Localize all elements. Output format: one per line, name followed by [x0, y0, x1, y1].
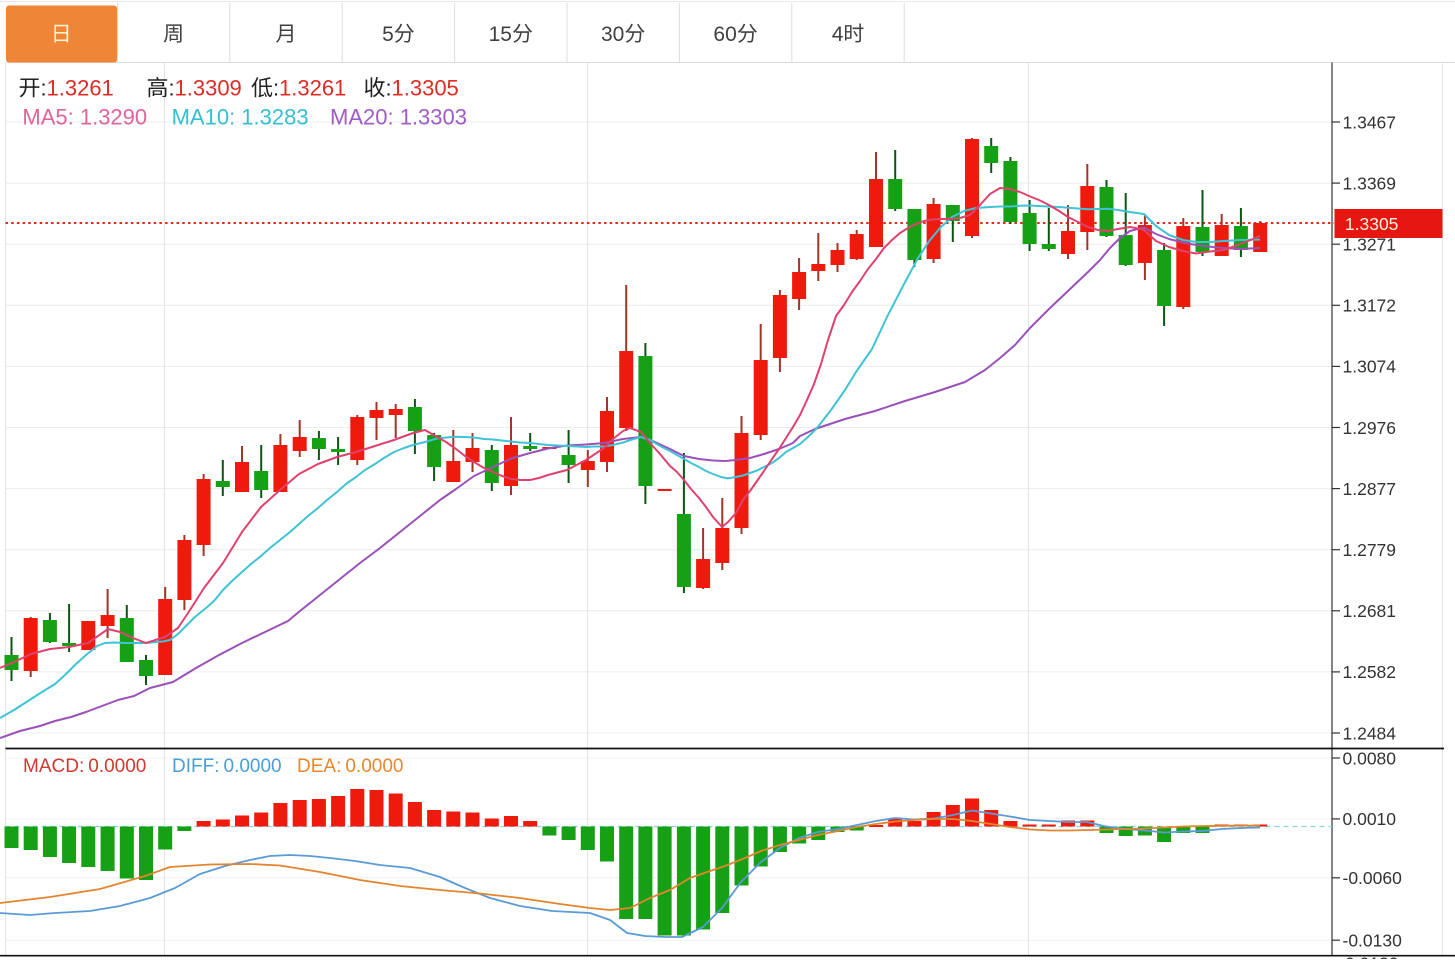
svg-text:MA10: 1.3283: MA10: 1.3283 [172, 105, 309, 130]
svg-text:1.2877: 1.2877 [1343, 479, 1397, 499]
svg-text::: : [41, 76, 47, 101]
svg-text:1.3261: 1.3261 [47, 76, 114, 101]
svg-text:0.0010: 0.0010 [1343, 809, 1397, 829]
svg-text:1.3467: 1.3467 [1343, 112, 1397, 132]
svg-text:15: 15 [489, 23, 512, 46]
svg-text:4: 4 [832, 23, 844, 46]
svg-text:1.3074: 1.3074 [1343, 357, 1397, 377]
svg-text::: : [273, 76, 279, 101]
svg-text:1.2582: 1.2582 [1343, 662, 1397, 682]
svg-text:1.3261: 1.3261 [279, 76, 346, 101]
svg-text:1.3305: 1.3305 [1345, 214, 1399, 234]
svg-text:1.3172: 1.3172 [1343, 296, 1397, 316]
svg-text:DEA:0.0000: DEA: 0.0000 [297, 756, 403, 777]
svg-text:1.2484: 1.2484 [1343, 723, 1397, 743]
svg-text:0.0080: 0.0080 [1343, 748, 1397, 768]
svg-text:MA20: 1.3303: MA20: 1.3303 [330, 105, 467, 130]
svg-text:DIFF:0.0000: DIFF: 0.0000 [172, 756, 282, 777]
svg-text:60: 60 [713, 23, 736, 46]
svg-text:1.3309: 1.3309 [175, 76, 242, 101]
svg-text:5: 5 [382, 23, 394, 46]
svg-text:-0.0130: -0.0130 [1343, 931, 1403, 951]
svg-text:1.3369: 1.3369 [1343, 173, 1397, 193]
svg-text::: : [386, 76, 392, 101]
svg-text:MA5: 1.3290: MA5: 1.3290 [22, 105, 147, 130]
svg-text:1.2779: 1.2779 [1343, 540, 1397, 560]
svg-text:1.2681: 1.2681 [1343, 601, 1397, 621]
svg-text:1.2976: 1.2976 [1343, 418, 1397, 438]
svg-text::: : [169, 76, 175, 101]
svg-text:30: 30 [601, 23, 624, 46]
svg-text:1.3305: 1.3305 [392, 76, 459, 101]
svg-text:-0.0060: -0.0060 [1343, 868, 1403, 888]
svg-text:1.3271: 1.3271 [1343, 235, 1397, 255]
